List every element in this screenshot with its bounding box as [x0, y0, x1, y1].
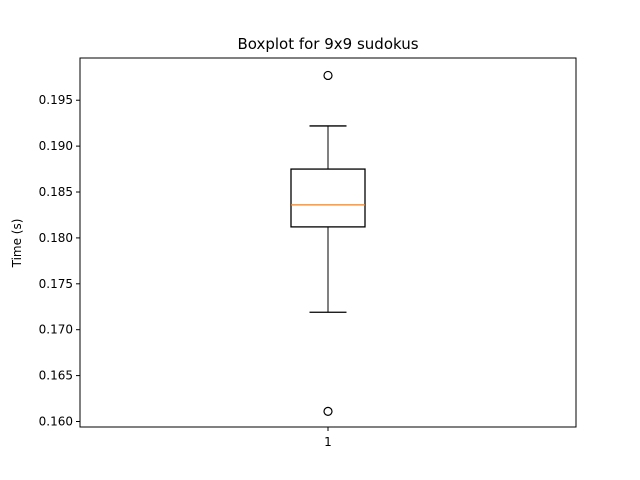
outlier-point	[323, 70, 333, 81]
outlier-point	[323, 406, 333, 416]
x-axis: 1	[324, 427, 332, 449]
plot-area	[290, 70, 366, 416]
iqr-box	[290, 168, 366, 228]
y-tick-label: 0.180	[39, 231, 73, 245]
y-tick-label: 0.165	[39, 369, 73, 383]
y-tick-label: 0.160	[39, 414, 73, 428]
y-axis: 0.160 0.165 0.170 0.175 0.180 0.185 0.190 0.195	[39, 93, 80, 428]
y-tick-label: 0.185	[39, 185, 73, 199]
y-axis-label: Time (s)	[10, 219, 24, 269]
x-tick-label: 1	[324, 435, 332, 449]
y-tick-label: 0.175	[39, 277, 73, 291]
y-tick-label: 0.195	[39, 93, 73, 107]
y-tick-label: 0.190	[39, 139, 73, 153]
y-tick-label: 0.170	[39, 323, 73, 337]
chart-title: Boxplot for 9x9 sudokus	[237, 35, 418, 53]
